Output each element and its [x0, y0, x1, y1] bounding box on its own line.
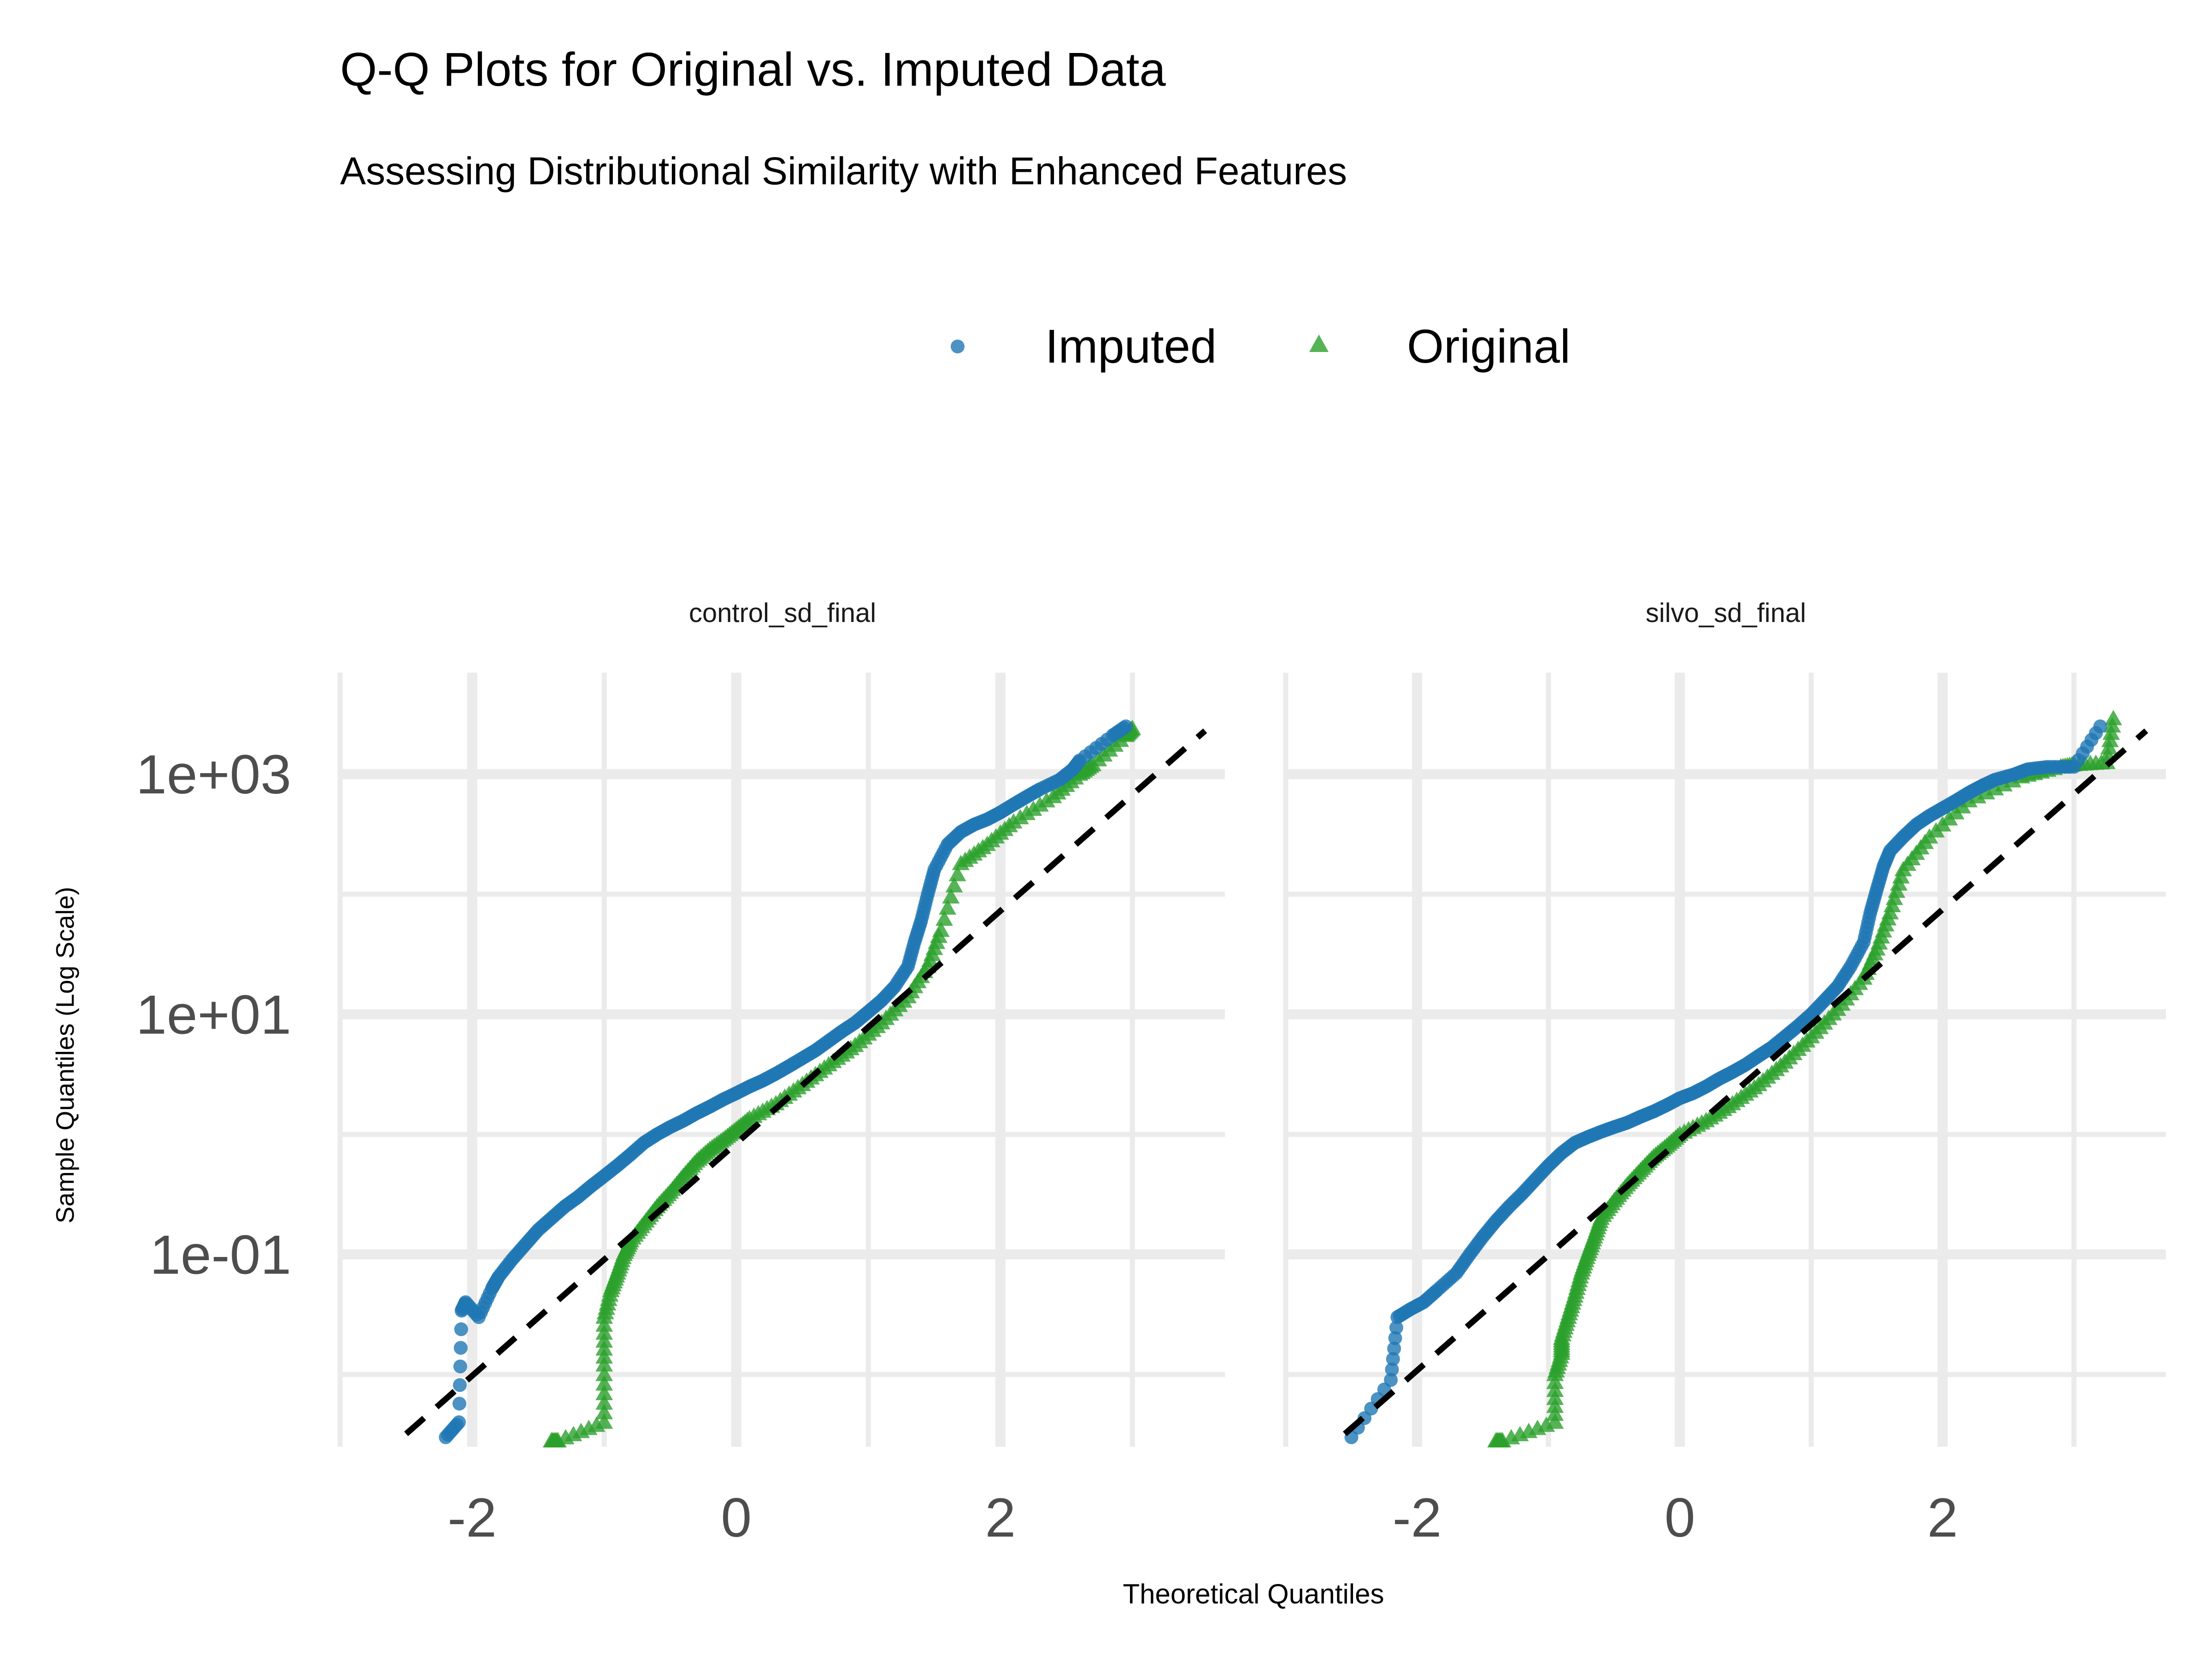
original-point	[595, 1366, 613, 1381]
imputed-point	[1388, 1331, 1402, 1345]
series-imputed	[1344, 719, 2107, 1444]
original-point	[595, 1375, 613, 1391]
original-point	[595, 1316, 613, 1332]
original-point	[595, 1332, 613, 1348]
reference-line	[404, 728, 1207, 1436]
panel-control_sd_final: control_sd_final -2 0 2 1e-01 1e+01 1e+03	[136, 598, 1225, 1549]
imputed-point	[1389, 1321, 1403, 1335]
series-original	[1487, 710, 2122, 1448]
original-point	[935, 910, 953, 926]
original-point	[595, 1413, 613, 1429]
chart-title: Q-Q Plots for Original vs. Imputed Data	[340, 43, 1166, 96]
original-point	[595, 1324, 613, 1340]
imputed-point	[1386, 1352, 1400, 1366]
y-axis-label: Sample Quantiles (Log Scale)	[51, 887, 79, 1224]
x-tick-label: -2	[1393, 1487, 1442, 1549]
original-point	[1546, 1405, 1564, 1421]
imputed-point	[452, 1397, 466, 1411]
original-point	[595, 1348, 613, 1364]
original-point	[1546, 1373, 1564, 1389]
x-tick-label: 0	[1665, 1487, 1695, 1549]
imputed-point	[453, 1378, 467, 1392]
imputed-point	[1384, 1373, 1398, 1387]
imputed-point	[453, 1359, 467, 1373]
original-point	[595, 1340, 613, 1356]
x-tick-label: 2	[985, 1487, 1016, 1549]
original-point	[942, 888, 960, 904]
series-original	[542, 720, 1141, 1448]
x-axis-label: Theoretical Quantiles	[1123, 1579, 1384, 1609]
original-point	[1546, 1413, 1564, 1429]
imputed-point	[2093, 719, 2107, 734]
legend-imputed-label: Imputed	[1045, 320, 1217, 373]
imputed-point	[1387, 1341, 1401, 1356]
original-point	[945, 877, 963, 892]
imputed-point	[452, 1415, 466, 1429]
reference-line	[1342, 728, 2148, 1436]
original-point	[939, 899, 957, 915]
original-point	[1977, 784, 1995, 799]
panel-grid	[337, 673, 1225, 1447]
imputed-point	[453, 1341, 468, 1355]
legend-imputed-key	[951, 340, 965, 353]
y-tick-label: 1e+01	[136, 984, 291, 1045]
panels-layer: control_sd_final -2 0 2 1e-01 1e+01 1e+03 silvo…	[136, 598, 2166, 1549]
x-tick-label: 0	[721, 1487, 752, 1549]
original-point	[595, 1356, 613, 1372]
x-tick-label: 2	[1927, 1487, 1958, 1549]
panel-grid	[1283, 673, 2166, 1447]
imputed-point	[1119, 719, 1133, 734]
x-tick-label: -2	[447, 1487, 497, 1549]
original-point	[595, 1404, 613, 1420]
y-tick-label: 1e-01	[150, 1224, 291, 1286]
original-point	[595, 1394, 613, 1410]
panel-title: control_sd_final	[689, 598, 876, 628]
imputed-point	[1385, 1362, 1399, 1377]
legend-original-key	[1309, 335, 1329, 352]
original-point	[1546, 1389, 1564, 1405]
series-imputed	[439, 719, 1133, 1444]
panel-title: silvo_sd_final	[1646, 598, 1806, 628]
original-point	[1546, 1397, 1564, 1413]
original-point	[595, 1385, 613, 1400]
legend: Imputed Original	[951, 320, 1571, 373]
original-point	[948, 866, 966, 881]
imputed-point	[454, 1322, 468, 1336]
original-point	[1546, 1381, 1564, 1397]
chart-subtitle: Assessing Distributional Similarity with…	[340, 149, 1347, 193]
original-point	[2104, 710, 2122, 725]
legend-original-label: Original	[1407, 320, 1571, 373]
y-tick-label: 1e+03	[136, 744, 291, 805]
original-point	[1986, 780, 2004, 796]
panel-silvo_sd_final: silvo_sd_final -2 0 2	[1283, 598, 2166, 1549]
original-point	[932, 921, 950, 937]
